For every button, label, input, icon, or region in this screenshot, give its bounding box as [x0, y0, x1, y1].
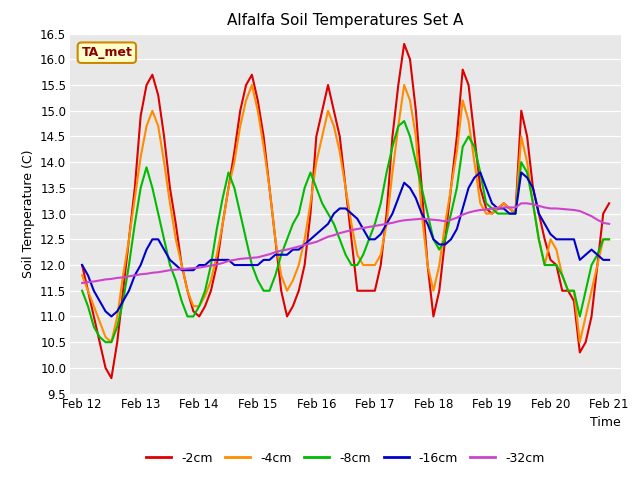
Text: TA_met: TA_met	[81, 46, 132, 59]
Legend: -2cm, -4cm, -8cm, -16cm, -32cm: -2cm, -4cm, -8cm, -16cm, -32cm	[141, 447, 550, 469]
X-axis label: Time: Time	[590, 416, 621, 429]
Y-axis label: Soil Temperature (C): Soil Temperature (C)	[22, 149, 35, 278]
Title: Alfalfa Soil Temperatures Set A: Alfalfa Soil Temperatures Set A	[227, 13, 464, 28]
